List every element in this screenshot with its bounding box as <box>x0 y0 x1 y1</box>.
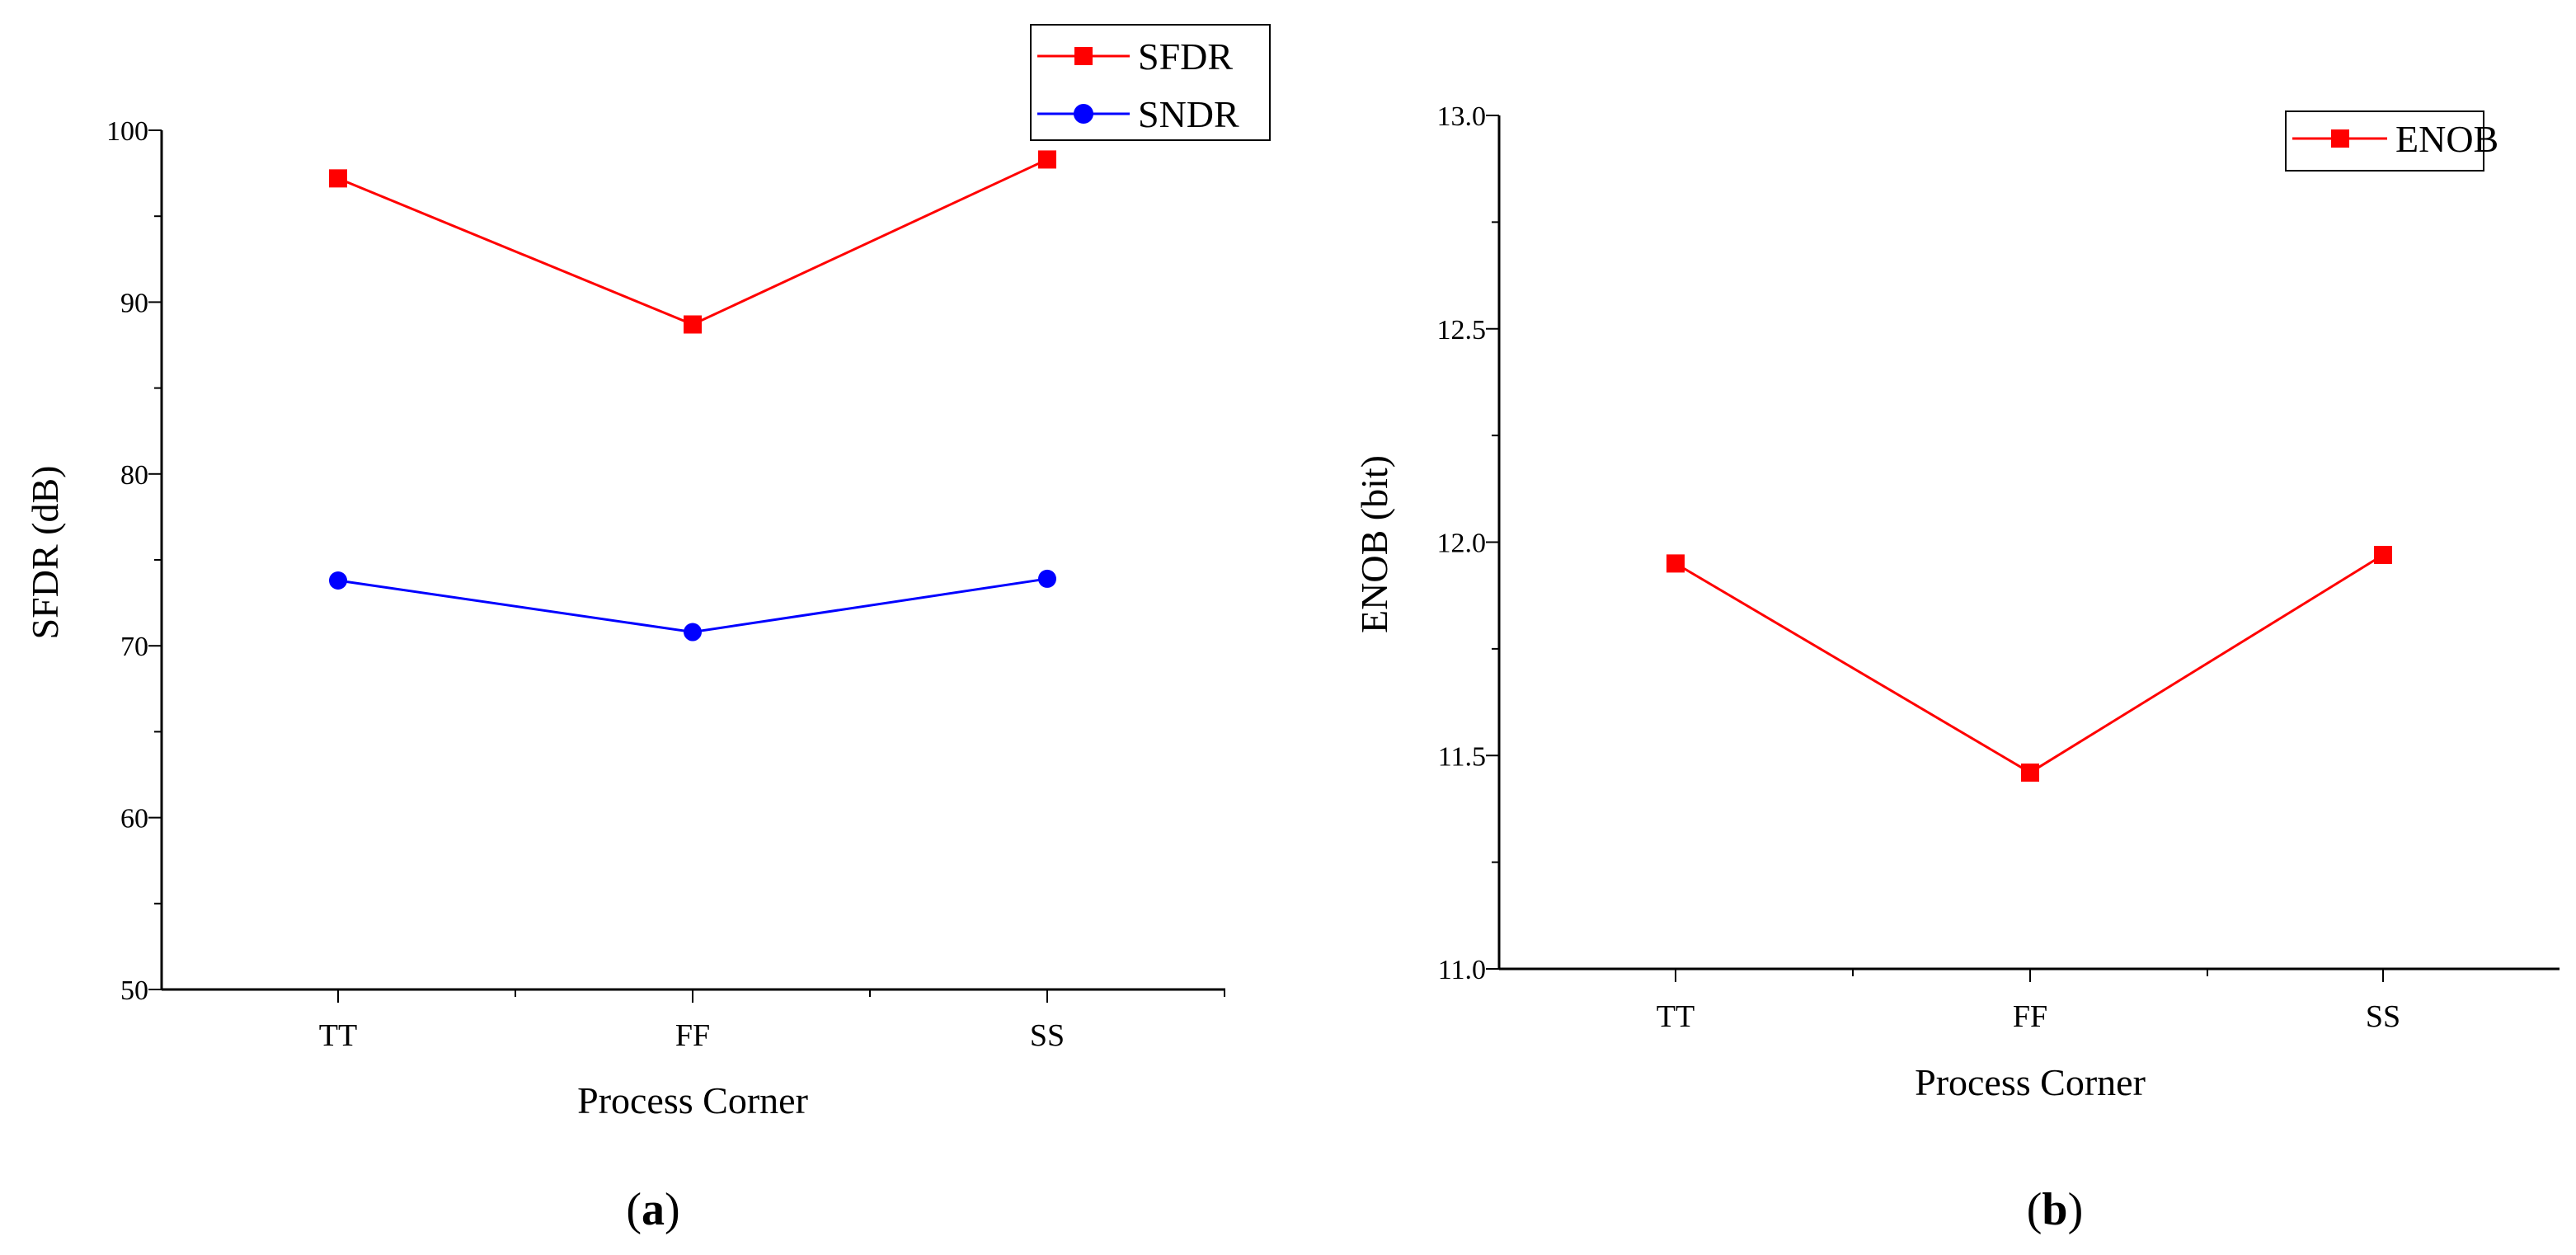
chart-a-legend-box <box>1030 24 1271 141</box>
chart-a-marks: 50 60 70 80 90 100 TT FF SS <box>106 116 1225 1053</box>
chart-b-y-tick-label: 12.0 <box>1437 529 1487 559</box>
chart-a-legend: SFDR SNDR <box>1030 24 1271 141</box>
chart-a-panel-letter: a <box>642 1184 665 1235</box>
chart-a-point-sndr-ff <box>684 623 702 642</box>
chart-b-y-tick-label: 11.0 <box>1438 955 1486 985</box>
chart-a-point-sfdr-tt <box>329 169 347 188</box>
chart-b-point-enob-tt <box>1666 554 1685 573</box>
chart-b-x-tick-label: TT <box>1657 999 1695 1034</box>
chart-b-y-axis-title: ENOB (bit) <box>1353 455 1395 633</box>
chart-b-legend-label-enob: ENOB <box>2395 118 2498 160</box>
chart-a-point-sfdr-ff <box>684 315 702 334</box>
chart-a-x-tick-label: TT <box>319 1018 357 1053</box>
chart-a-x-tick-label: FF <box>675 1018 710 1053</box>
chart-b-y-tick-label: 11.5 <box>1438 741 1486 772</box>
chart-a-point-sndr-ss <box>1038 569 1056 588</box>
chart-a-legend-marker-sfdr <box>1074 47 1093 65</box>
chart-a-x-tick-label: SS <box>1030 1018 1065 1053</box>
chart-a-y-tick-label: 60 <box>120 804 148 834</box>
chart-b-point-enob-ss <box>2374 546 2392 565</box>
chart-b-x-tick-label: SS <box>2366 999 2400 1034</box>
chart-a-point-sndr-tt <box>329 571 347 590</box>
chart-a-x-axis-title: Process Corner <box>577 1079 808 1121</box>
chart-b-legend-marker-enob <box>2331 129 2349 148</box>
chart-a-y-tick-label: 70 <box>120 632 148 662</box>
chart-a-point-sfdr-ss <box>1038 150 1056 169</box>
chart-b-x-tick-label: FF <box>2013 999 2047 1034</box>
chart-b-y-tick-label: 13.0 <box>1437 101 1487 132</box>
chart-a-y-tick-label: 100 <box>106 116 148 147</box>
chart-b-x-axis-title: Process Corner <box>1915 1061 2146 1103</box>
chart-b-legend: ENOB <box>2285 110 2498 172</box>
chart-a-y-tick-label: 80 <box>120 460 148 491</box>
chart-a-legend-label-sndr: SNDR <box>1138 93 1239 135</box>
chart-a-series-sfdr-line <box>337 158 1048 327</box>
chart-b-y-tick-label: 12.5 <box>1437 315 1487 345</box>
chart-b-panel-label: (b) <box>2027 1184 2083 1235</box>
chart-a-y-axis-title: SFDR (dB) <box>24 466 66 640</box>
chart-b-point-enob-ff <box>2021 763 2039 782</box>
chart-b-legend-box <box>2285 110 2484 172</box>
chart-a-panel-label: (a) <box>626 1184 679 1235</box>
chart-panel-a: 50 60 70 80 90 100 TT FF SS Process Corner SFDR … <box>24 24 1271 1235</box>
chart-a-legend-label-sfdr: SFDR <box>1138 35 1233 78</box>
chart-a-legend-marker-sndr <box>1074 104 1093 124</box>
chart-panel-b: 11.0 11.5 12.0 12.5 13.0 TT FF SS Process Corne… <box>1353 101 2560 1235</box>
chart-b-series-enob-line <box>1675 553 2384 774</box>
chart-a-y-tick-label: 90 <box>120 288 148 318</box>
chart-b-marks: 11.0 11.5 12.0 12.5 13.0 TT FF SS <box>1437 101 2560 1034</box>
chart-a-y-tick-label: 50 <box>120 975 148 1006</box>
chart-b-panel-letter: b <box>2042 1184 2067 1235</box>
